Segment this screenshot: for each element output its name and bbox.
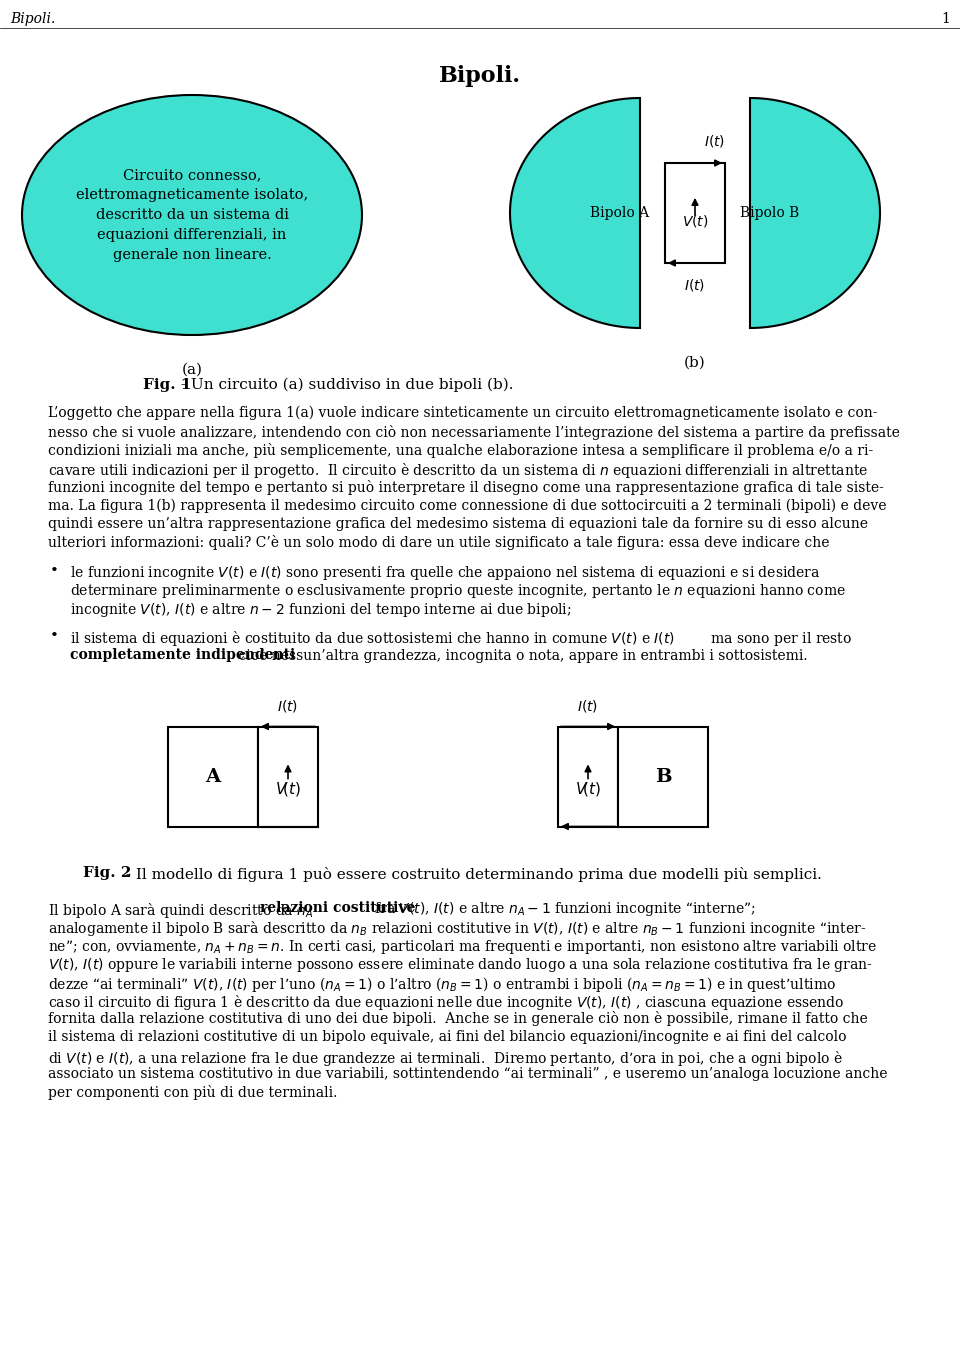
- Text: le funzioni incognite $V(t)$ e $I(t)$ sono presenti fra quelle che appaiono nel : le funzioni incognite $V(t)$ e $I(t)$ so…: [70, 564, 821, 582]
- Text: cavare utili indicazioni per il progetto.  Il circuito è descritto da un sistema: cavare utili indicazioni per il progetto…: [48, 462, 868, 481]
- Text: per componenti con più di due terminali.: per componenti con più di due terminali.: [48, 1085, 337, 1100]
- Bar: [258, 726, 318, 826]
- Text: •: •: [50, 564, 59, 578]
- Text: caso il circuito di figura 1 è descritto da due equazioni nelle due incognite $V: caso il circuito di figura 1 è descritto…: [48, 994, 844, 1012]
- Text: fornita dalla relazione costitutiva di uno dei due bipoli.  Anche se in generale: fornita dalla relazione costitutiva di u…: [48, 1011, 868, 1026]
- Bar: [558, 726, 618, 826]
- Text: elettromagneticamente isolato,: elettromagneticamente isolato,: [76, 188, 308, 202]
- Bar: [665, 163, 725, 263]
- Text: condizioni iniziali ma anche, più semplicemente, una qualche elaborazione intesa: condizioni iniziali ma anche, più sempli…: [48, 443, 874, 458]
- Text: cioè nessun’altra grandezza, incognita o nota, appare in entrambi i sottosistemi: cioè nessun’altra grandezza, incognita o…: [234, 648, 807, 663]
- Text: (b): (b): [684, 356, 706, 370]
- Text: il sistema di equazioni è costituito da due sottosistemi che hanno in comune $V(: il sistema di equazioni è costituito da …: [70, 629, 852, 648]
- Text: B: B: [655, 768, 671, 786]
- Text: nesso che si vuole analizzare, intendendo con ciò non necessariamente l’integraz: nesso che si vuole analizzare, intendend…: [48, 424, 900, 440]
- Polygon shape: [510, 99, 640, 328]
- Ellipse shape: [22, 95, 362, 335]
- Text: - Un circuito (a) suddiviso in due bipoli (b).: - Un circuito (a) suddiviso in due bipol…: [176, 378, 514, 393]
- Text: Bipolo B: Bipolo B: [740, 207, 800, 220]
- Text: A: A: [205, 768, 221, 786]
- Text: $V\!(t)$: $V\!(t)$: [575, 779, 601, 798]
- Text: 1: 1: [941, 12, 950, 26]
- Text: Bipoli.: Bipoli.: [10, 12, 56, 26]
- Text: $I(t)$: $I(t)$: [684, 277, 706, 293]
- Text: $V(t)$, $I(t)$ oppure le variabili interne possono essere eliminate dando luogo : $V(t)$, $I(t)$ oppure le variabili inter…: [48, 956, 873, 973]
- Text: quindi essere un’altra rappresentazione grafica del medesimo sistema di equazion: quindi essere un’altra rappresentazione …: [48, 517, 868, 531]
- Text: completamente indipendenti: completamente indipendenti: [70, 648, 296, 662]
- Text: il sistema di relazioni costitutive di un bipolo equivale, ai fini del bilancio : il sistema di relazioni costitutive di u…: [48, 1030, 847, 1044]
- Bar: [168, 726, 258, 826]
- Text: ulteriori informazioni: quali? C’è un solo modo di dare un utile significato a t: ulteriori informazioni: quali? C’è un so…: [48, 536, 829, 551]
- Text: - Il modello di figura 1 può essere costruito determinando prima due modelli più: - Il modello di figura 1 può essere cost…: [121, 867, 822, 882]
- Text: ne”; con, ovviamente, $n_A+n_B=n$. In certi casi, particolari ma frequenti e imp: ne”; con, ovviamente, $n_A+n_B=n$. In ce…: [48, 937, 877, 956]
- Bar: [618, 726, 708, 826]
- Text: $I(t)$: $I(t)$: [277, 698, 299, 714]
- Text: $V\!(t)$: $V\!(t)$: [275, 779, 301, 798]
- Text: dezze “ai terminali” $V(t)$, $I(t)$ per l’uno ($n_A=1$) o l’altro ($n_B=1$) o en: dezze “ai terminali” $V(t)$, $I(t)$ per …: [48, 975, 836, 994]
- Text: descritto da un sistema di: descritto da un sistema di: [95, 208, 289, 221]
- Text: Fig. 2: Fig. 2: [83, 867, 132, 880]
- Text: di $V(t)$ e $I(t)$, a una relazione fra le due grandezze ai terminali.  Diremo p: di $V(t)$ e $I(t)$, a una relazione fra …: [48, 1049, 843, 1068]
- Text: (a): (a): [181, 363, 203, 377]
- Text: analogamente il bipolo B sarà descritto da $n_B$ relazioni costitutive in $V(t)$: analogamente il bipolo B sarà descritto …: [48, 919, 866, 938]
- Text: L’oggetto che appare nella figura 1(a) vuole indicare sinteticamente un circuito: L’oggetto che appare nella figura 1(a) v…: [48, 406, 877, 420]
- Text: •: •: [50, 629, 59, 644]
- Text: $V(t)$: $V(t)$: [682, 213, 708, 230]
- Text: associato un sistema costitutivo in due variabili, sottintendendo “ai terminali”: associato un sistema costitutivo in due …: [48, 1066, 887, 1081]
- Text: generale non lineare.: generale non lineare.: [112, 248, 272, 262]
- Text: ma. La figura 1(b) rappresenta il medesimo circuito come connessione di due sott: ma. La figura 1(b) rappresenta il medesi…: [48, 498, 886, 513]
- Text: equazioni differenziali, in: equazioni differenziali, in: [97, 228, 287, 242]
- Text: relazioni costitutive: relazioni costitutive: [260, 900, 416, 914]
- Text: incognite $V(t)$, $I(t)$ e altre $n-2$ funzioni del tempo interne ai due bipoli;: incognite $V(t)$, $I(t)$ e altre $n-2$ f…: [70, 601, 571, 620]
- Text: $I(t)$: $I(t)$: [577, 698, 599, 714]
- Text: $I(t)$: $I(t)$: [705, 134, 726, 148]
- Text: Il bipolo A sarà quindi descritto da $n_A$: Il bipolo A sarà quindi descritto da $n_…: [48, 900, 322, 919]
- Text: funzioni incognite del tempo e pertanto si può interpretare il disegno come una : funzioni incognite del tempo e pertanto …: [48, 481, 884, 495]
- Text: determinare preliminarmente o esclusivamente proprio queste incognite, pertanto : determinare preliminarmente o esclusivam…: [70, 582, 846, 601]
- Text: Fig. 1: Fig. 1: [143, 378, 191, 392]
- Text: fra $V(t)$, $I(t)$ e altre $n_A-1$ funzioni incognite “interne”;: fra $V(t)$, $I(t)$ e altre $n_A-1$ funzi…: [370, 900, 756, 918]
- Polygon shape: [750, 99, 880, 328]
- Text: Circuito connesso,: Circuito connesso,: [123, 167, 261, 182]
- Text: Bipolo A: Bipolo A: [590, 207, 650, 220]
- Text: Bipoli.: Bipoli.: [439, 65, 521, 86]
